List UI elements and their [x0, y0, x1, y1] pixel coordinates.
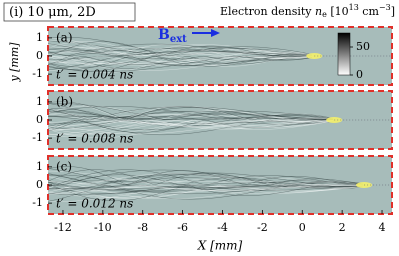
colorbar-tick-label: 0 [356, 68, 363, 81]
filament [47, 173, 364, 186]
filament [48, 184, 364, 190]
filament [47, 119, 334, 133]
x-tick-label: 4 [379, 221, 386, 234]
filament [47, 179, 364, 186]
filament [47, 180, 364, 186]
y-tick-label: 1 [36, 31, 43, 44]
filament [47, 184, 364, 195]
filament [47, 119, 334, 135]
filament [47, 169, 364, 186]
x-tick-label: -10 [94, 221, 112, 234]
filament [47, 103, 334, 121]
filament [47, 43, 313, 57]
y-tick-label: 0 [36, 178, 43, 191]
filament [47, 184, 364, 195]
filament [47, 108, 334, 121]
filament [47, 106, 334, 121]
time-label: t′ = 0.012 ns [56, 197, 133, 211]
y-tick-label: -1 [32, 196, 43, 209]
filament [47, 119, 334, 135]
y-tick-label: 0 [36, 49, 43, 62]
filament [47, 41, 313, 57]
filament [47, 119, 334, 136]
colorbar-label-part: ] [391, 5, 395, 18]
annotation-part: B [158, 27, 170, 43]
y-tick-label: -1 [32, 131, 43, 144]
filament [47, 46, 313, 57]
colorbar-label: Electron density ne [1013 cm−3] [220, 3, 395, 19]
x-tick-label: 2 [339, 221, 346, 234]
colorbar-label-part: cm [359, 5, 380, 18]
time-label: t′ = 0.008 ns [56, 132, 133, 146]
y-tick-label: 1 [36, 160, 43, 173]
x-tick-label: -8 [137, 221, 148, 234]
filament [47, 55, 313, 64]
filament [47, 119, 334, 128]
colorbar-label-part: [10 [327, 5, 349, 18]
annotation-part: ext [170, 34, 187, 45]
colorbar [337, 32, 351, 76]
colorbar-label-part: 13 [349, 3, 359, 12]
x-tick-label: -6 [177, 221, 188, 234]
filament [47, 174, 364, 186]
filament [47, 48, 313, 57]
colorbar-tick-label: 50 [356, 40, 370, 53]
x-axis-label: X [mm] [197, 239, 243, 253]
filament [47, 40, 313, 57]
panel-label: (a) [56, 31, 73, 45]
y-tick-label: 1 [36, 95, 43, 108]
y-tick-label: 0 [36, 113, 43, 126]
filament [47, 55, 313, 70]
annotation: Bext [158, 27, 187, 45]
filament [47, 106, 334, 121]
title-box [3, 2, 136, 22]
filament [47, 37, 312, 57]
panel-label: (b) [56, 95, 73, 109]
filament [47, 55, 313, 72]
filament [47, 184, 364, 194]
filament [47, 119, 334, 139]
colorbar-label-part: −3 [379, 3, 391, 12]
x-tick-label: -2 [257, 221, 268, 234]
filament [47, 49, 313, 57]
colorbar-label-part: n [315, 5, 322, 18]
filament [47, 43, 313, 57]
y-axis-label: y [mm] [8, 42, 21, 83]
figure-title: (i) 10 μm, 2D [9, 5, 96, 20]
x-tick-label: 0 [299, 221, 306, 234]
filament [47, 174, 364, 186]
x-tick-label: -12 [54, 221, 72, 234]
filament [47, 55, 313, 61]
colorbar-label-part: e [322, 10, 327, 19]
panel-label: (c) [56, 160, 72, 174]
x-tick-label: -4 [217, 221, 228, 234]
y-tick-label: -1 [32, 67, 43, 80]
filament [47, 55, 313, 65]
filament [48, 119, 334, 130]
time-label: t′ = 0.004 ns [56, 68, 133, 82]
field-arrow-head [211, 29, 220, 37]
filament [47, 101, 334, 121]
filament [47, 55, 313, 70]
filament [47, 115, 333, 121]
colorbar-label-part: Electron density [220, 5, 315, 18]
filament [48, 184, 364, 195]
